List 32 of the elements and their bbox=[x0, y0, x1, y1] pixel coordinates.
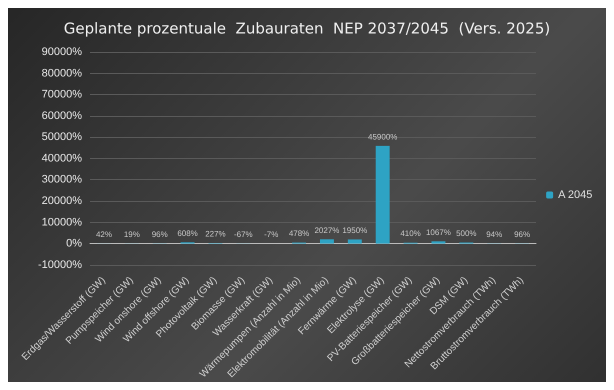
data-label: 94% bbox=[486, 230, 502, 239]
y-tick-label: 90000% bbox=[42, 46, 82, 58]
y-tick-label: 0% bbox=[66, 238, 82, 250]
y-tick-label: 40000% bbox=[42, 152, 82, 164]
legend-label: A 2045 bbox=[558, 189, 592, 201]
data-label: 96% bbox=[152, 230, 168, 239]
y-tick-label: -10000% bbox=[38, 258, 82, 271]
y-tick-label: 50000% bbox=[42, 131, 82, 144]
y-tick-label: 60000% bbox=[42, 110, 82, 122]
bar bbox=[320, 239, 334, 244]
data-label: 608% bbox=[177, 228, 198, 238]
y-tick-label: 30000% bbox=[42, 174, 82, 186]
data-label: -7% bbox=[264, 230, 278, 240]
bar bbox=[348, 239, 362, 244]
y-tick-label: 20000% bbox=[42, 195, 82, 208]
data-label: 410% bbox=[400, 229, 421, 238]
data-label: 500% bbox=[456, 229, 477, 238]
data-label: -67% bbox=[234, 230, 253, 240]
data-label: 478% bbox=[288, 229, 310, 238]
data-label: 96% bbox=[514, 230, 530, 239]
data-label: 2027% bbox=[314, 226, 340, 235]
data-label: 1950% bbox=[342, 226, 368, 235]
data-label: 45900% bbox=[368, 132, 398, 142]
chart-title: Geplante prozentuale Zubauraten NEP 2037/2045 (Vers. 2025) bbox=[64, 20, 550, 38]
data-label: 19% bbox=[124, 230, 140, 240]
data-label: 1067% bbox=[426, 228, 451, 237]
data-label: 42% bbox=[96, 230, 112, 240]
data-label: 227% bbox=[205, 230, 226, 239]
y-tick-label: 10000% bbox=[42, 216, 82, 228]
y-tick-label: 80000% bbox=[42, 67, 82, 80]
bar bbox=[376, 146, 390, 244]
y-tick-label: 70000% bbox=[42, 88, 82, 101]
